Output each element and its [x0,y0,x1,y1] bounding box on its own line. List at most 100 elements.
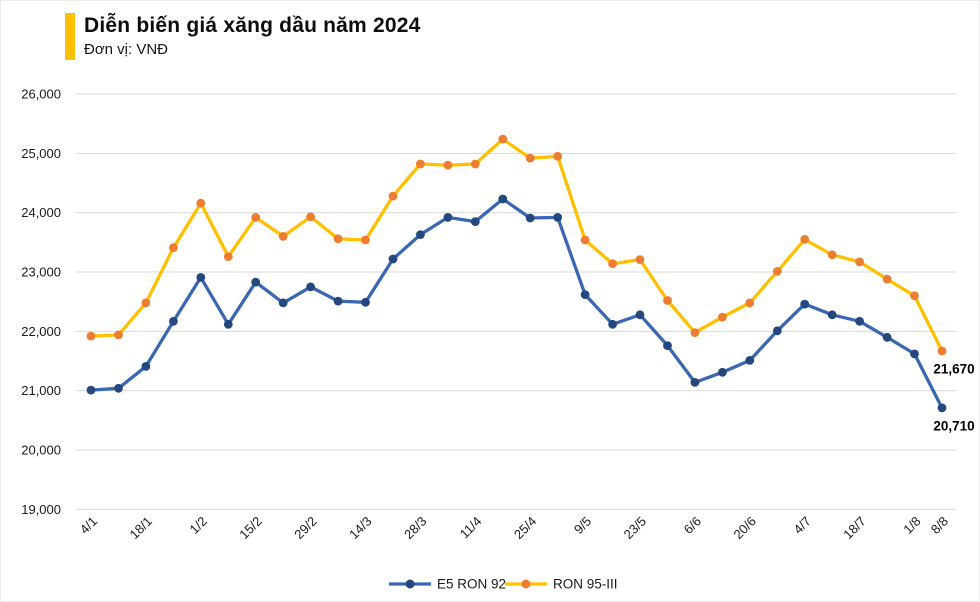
x-axis-tick-label: 28/3 [401,514,430,543]
data-point-ron-95-iii [306,212,315,222]
data-point-e5-ron-92 [745,356,755,365]
data-point-e5-ron-92 [827,310,837,320]
data-point-e5-ron-92 [388,254,398,264]
y-axis-tick-label: 25,000 [21,146,61,161]
end-value-label-ron-95-iii: 21,670 [933,361,974,376]
chart-header: Diễn biến giá xăng dầu năm 2024 Đơn vị: … [65,13,420,60]
end-value-label-e5-ron-92: 20,710 [933,418,974,433]
data-point-e5-ron-92 [580,290,590,299]
data-point-ron-95-iii [498,134,508,144]
legend-marker [521,579,531,589]
data-point-e5-ron-92 [882,332,892,342]
title-block: Diễn biến giá xăng dầu năm 2024 Đơn vị: … [84,13,420,60]
legend-item-e5-ron-92: E5 RON 92 [389,577,506,592]
data-point-e5-ron-92 [416,230,425,240]
data-point-ron-95-iii [718,312,727,322]
x-axis-tick-label: 14/3 [346,514,375,543]
data-point-e5-ron-92 [141,362,151,371]
data-point-ron-95-iii [278,232,288,241]
x-axis-tick-label: 4/7 [790,514,813,537]
data-point-ron-95-iii [663,296,672,305]
y-axis-tick-label: 26,000 [21,87,61,102]
x-axis-tick-label: 8/8 [928,514,951,537]
data-point-e5-ron-92 [772,326,782,336]
data-point-ron-95-iii [827,250,837,260]
y-axis-tick-label: 21,000 [21,383,61,398]
data-point-ron-95-iii [388,191,398,201]
data-point-e5-ron-92 [333,296,343,306]
x-axis-tick-label: 29/2 [291,514,320,543]
y-axis-tick-label: 19,000 [21,502,61,517]
data-point-e5-ron-92 [635,310,645,320]
data-point-ron-95-iii [690,328,700,337]
data-point-e5-ron-92 [306,282,315,292]
data-point-ron-95-iii [86,331,96,341]
x-axis-tick-label: 4/1 [77,514,100,537]
data-point-e5-ron-92 [525,213,535,223]
data-point-e5-ron-92 [86,385,96,395]
data-point-e5-ron-92 [251,277,261,287]
x-axis-tick-label: 18/1 [127,514,156,543]
legend-item-ron-95-iii: RON 95-III [505,577,618,592]
data-point-e5-ron-92 [361,297,370,307]
data-point-e5-ron-92 [910,349,919,359]
series-line-e5-ron-92 [89,197,944,410]
data-point-ron-95-iii [772,267,782,276]
data-point-e5-ron-92 [470,217,480,227]
data-point-ron-95-iii [910,291,919,301]
data-point-ron-95-iii [141,298,151,308]
y-axis-tick-label: 24,000 [21,205,61,220]
data-point-ron-95-iii [251,213,261,222]
data-point-ron-95-iii [169,243,178,253]
data-point-ron-95-iii [855,257,864,267]
legend-label: E5 RON 92 [437,577,506,592]
data-point-e5-ron-92 [855,316,864,326]
data-point-ron-95-iii [800,235,810,244]
y-axis-tick-label: 20,000 [21,443,61,458]
data-point-ron-95-iii [745,298,755,308]
data-point-e5-ron-92 [937,403,947,413]
data-point-ron-95-iii [443,160,453,170]
x-axis-tick-label: 25/4 [511,514,540,543]
data-point-e5-ron-92 [196,273,206,282]
x-axis-tick-label: 18/7 [840,514,869,543]
data-point-ron-95-iii [361,235,370,245]
x-axis-tick-label: 1/8 [900,514,923,537]
data-point-ron-95-iii [525,153,535,163]
data-point-ron-95-iii [333,234,343,244]
data-point-e5-ron-92 [169,316,178,326]
x-axis-tick-label: 6/6 [681,514,704,537]
data-point-ron-95-iii [470,159,480,169]
data-point-e5-ron-92 [114,383,123,393]
x-axis-tick-label: 9/5 [571,514,594,537]
data-point-ron-95-iii [114,330,123,340]
x-axis-tick-label: 23/5 [621,514,650,543]
data-point-ron-95-iii [196,198,206,208]
data-point-e5-ron-92 [718,367,727,377]
data-point-e5-ron-92 [498,194,508,204]
legend-label: RON 95-III [553,577,618,592]
data-point-e5-ron-92 [443,213,453,222]
data-point-e5-ron-92 [690,378,700,387]
data-point-e5-ron-92 [608,319,617,329]
title-accent-bar [65,13,75,60]
y-axis-tick-label: 23,000 [21,265,61,280]
legend-marker [405,579,415,589]
x-axis-tick-label: 1/2 [187,514,210,537]
data-point-ron-95-iii [635,255,645,264]
data-point-ron-95-iii [553,151,563,161]
data-point-ron-95-iii [416,159,425,169]
y-axis-tick-label: 22,000 [21,324,61,339]
data-point-ron-95-iii [580,235,590,245]
data-point-ron-95-iii [882,274,892,284]
data-point-ron-95-iii [608,259,617,269]
data-point-ron-95-iii [223,252,233,261]
data-point-e5-ron-92 [223,319,233,329]
x-axis-tick-label: 20/6 [730,514,759,543]
data-point-ron-95-iii [937,346,947,356]
data-point-e5-ron-92 [663,341,672,350]
data-point-e5-ron-92 [278,298,288,308]
chart-title: Diễn biến giá xăng dầu năm 2024 [84,14,421,37]
